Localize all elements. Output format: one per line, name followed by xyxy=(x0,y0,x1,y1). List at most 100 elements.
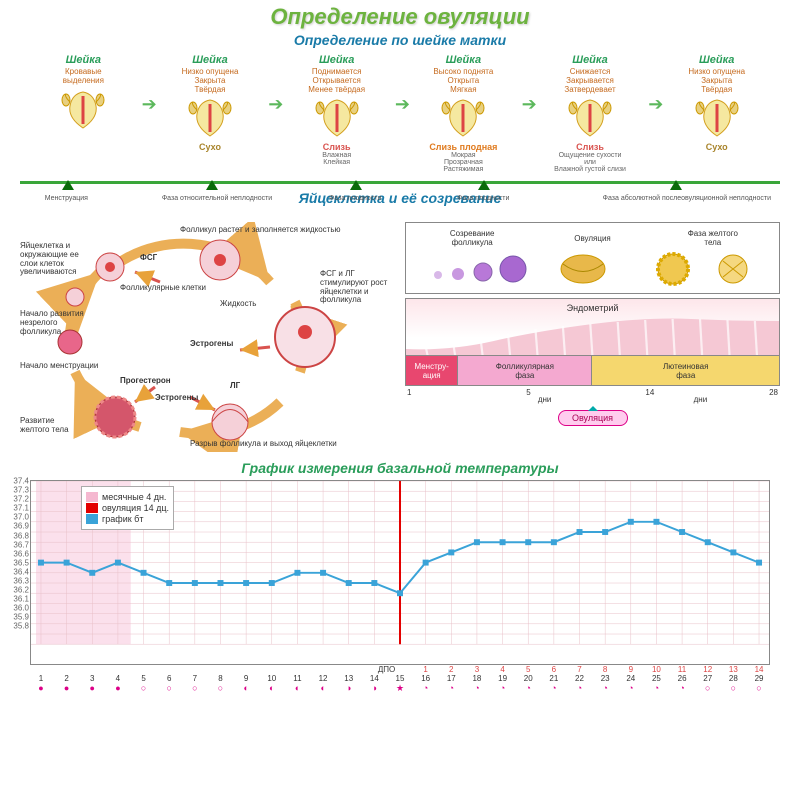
lbl-folcells: Фолликулярные клетки xyxy=(120,284,206,293)
y-tick: 37.2 xyxy=(13,495,29,504)
lbl-estr: Эстрогены xyxy=(190,340,233,349)
phase-label: Фаза плодности xyxy=(457,195,509,202)
phase-marker xyxy=(670,180,682,190)
x-tick: 6○ xyxy=(166,666,171,694)
chart-title: График измерения базальной температуры xyxy=(30,460,770,476)
phase-block: Фолликулярнаяфаза xyxy=(458,356,592,385)
x-tick: 318◔ xyxy=(472,666,481,694)
y-tick-labels: 35.835.936.036.136.236.336.436.536.636.7… xyxy=(3,481,29,644)
x-tick: 217◔ xyxy=(447,666,456,694)
cervix-col-label: Шейка xyxy=(20,54,147,66)
x-tick: 1126◔ xyxy=(678,666,687,694)
lbl-fsh: ФСГ xyxy=(140,254,157,263)
cervix-desc: Высоко поднятаОткрытаМягкая xyxy=(400,68,527,94)
x-tick: 116◔ xyxy=(421,666,430,694)
y-tick: 36.0 xyxy=(13,604,29,613)
lbl-rupture: Разрыв фолликула и выход яйцеклетки xyxy=(190,440,337,449)
mucus-label: Слизь xyxy=(273,142,400,152)
x-tick: 10◐ xyxy=(267,666,276,694)
legend-item: месячные 4 дн. xyxy=(86,492,169,502)
x-tick: 9◐ xyxy=(243,666,248,694)
bbt-chart-section: График измерения базальной температуры t… xyxy=(0,460,800,665)
x-tick: 4● xyxy=(115,666,120,694)
x-tick: 520◔ xyxy=(524,666,533,694)
cervix-desc: ПоднимаетсяОткрываетсяМенее твёрдая xyxy=(273,68,400,94)
y-tick: 36.8 xyxy=(13,531,29,540)
x-tick: 8○ xyxy=(218,666,223,694)
cervix-desc: Низко опущенаЗакрытаТвёрдая xyxy=(147,68,274,94)
phase-label: Фаза абсолютной послеовуляционной неплод… xyxy=(603,195,771,202)
phase-label: Фаза плодности xyxy=(329,195,381,202)
cervix-desc: СнижаетсяЗакрываетсяЗатвердевает xyxy=(527,68,654,94)
y-tick: 35.9 xyxy=(13,613,29,622)
phase-marker xyxy=(350,180,362,190)
y-tick: 36.7 xyxy=(13,540,29,549)
y-tick: 37.1 xyxy=(13,504,29,513)
cervix-stage: Шейка Низко опущенаЗакрытаТвёрдая Сухо xyxy=(653,54,780,184)
bbt-chart: t ° 35.835.936.036.136.236.336.436.536.6… xyxy=(30,480,770,665)
y-tick: 36.1 xyxy=(13,595,29,604)
y-tick: 37.0 xyxy=(13,513,29,522)
phase-block: Менстру-ация xyxy=(406,356,458,385)
cervix-col-label: Шейка xyxy=(147,54,274,66)
cycle-phases-panel: СозреваниефолликулаОвуляцияФаза желтогот… xyxy=(405,222,780,452)
y-tick: 36.4 xyxy=(13,567,29,576)
x-tick: 621◔ xyxy=(549,666,558,694)
x-tick-labels: 1●2●3●4●5○6○7○8○9◐10◐11◐12◐13◑14◑15★116◔… xyxy=(31,666,769,696)
cervix-col-label: Шейка xyxy=(273,54,400,66)
cervix-stage: Шейка ПоднимаетсяОткрываетсяМенее твёрда… xyxy=(273,54,400,184)
cervix-desc: Кровавыевыделения xyxy=(20,68,147,86)
x-tick: 1227○ xyxy=(703,666,712,694)
mucus-sub: МокраяПрозрачнаяРастяжимая xyxy=(400,152,527,173)
cervix-stage: Шейка Кровавыевыделения ➔ xyxy=(20,54,147,184)
endometrium-label: Эндометрий xyxy=(406,303,779,313)
x-tick: 12◐ xyxy=(319,666,328,694)
endometrium-box: Эндометрий xyxy=(405,298,780,356)
y-tick: 36.2 xyxy=(13,586,29,595)
phase-label: Менструация xyxy=(45,195,88,202)
x-tick: 722◔ xyxy=(575,666,584,694)
lbl-fluid: Жидкость xyxy=(220,300,256,309)
legend-item: график бт xyxy=(86,514,169,524)
y-tick: 35.8 xyxy=(13,622,29,631)
lbl-prog: Прогестерон xyxy=(120,377,171,386)
x-tick: 3● xyxy=(90,666,95,694)
mucus-label: Сухо xyxy=(653,142,780,152)
follicle-header: Фаза желтоготела xyxy=(653,229,773,247)
phase-marker xyxy=(62,180,74,190)
y-tick: 36.6 xyxy=(13,549,29,558)
lbl-folstart: Начало развития незрелого фолликула xyxy=(20,310,90,336)
ovulation-badge: Овуляция xyxy=(558,410,628,426)
x-tick: 419◔ xyxy=(498,666,507,694)
cervix-stage: Шейка Высоко поднятаОткрытаМягкая Слизь … xyxy=(400,54,527,184)
mucus-label: Сухо xyxy=(147,142,274,152)
mucus-sub: ВлажнаяКлейкая xyxy=(273,152,400,166)
x-tick: 15★ xyxy=(396,666,405,694)
lbl-stim: ФСГ и ЛГ стимулируют рост яйцеклетки и ф… xyxy=(320,270,390,305)
egg-cycle-diagram: Яйцеклетка и окружающие ее слои клеток у… xyxy=(20,222,395,452)
cervix-desc: Низко опущенаЗакрытаТвёрдая xyxy=(653,68,780,94)
phase-label: Фаза относительной неплодности xyxy=(162,195,272,202)
cervix-col-label: Шейка xyxy=(527,54,654,66)
x-tick: 1025◔ xyxy=(652,666,661,694)
dpo-label: ДПО xyxy=(378,665,395,674)
x-tick: 1429○ xyxy=(755,666,764,694)
day-mark: 1 xyxy=(407,388,411,397)
lbl-oocyte: Яйцеклетка и окружающие ее слои клеток у… xyxy=(20,242,90,277)
x-tick: 1328○ xyxy=(729,666,738,694)
x-tick: 1● xyxy=(38,666,43,694)
x-tick: 11◐ xyxy=(293,666,301,694)
y-tick: 37.3 xyxy=(13,486,29,495)
phase-bar xyxy=(20,181,780,184)
lbl-mens: Начало менструации xyxy=(20,362,98,371)
x-tick: 7○ xyxy=(192,666,197,694)
lbl-estr2: Эстрогены xyxy=(155,394,198,403)
phase-block: Лютеиноваяфаза xyxy=(592,356,779,385)
x-tick: 2● xyxy=(64,666,69,694)
follicle-icon-row xyxy=(412,251,773,287)
x-tick: 5○ xyxy=(141,666,146,694)
phase-marker xyxy=(206,180,218,190)
day-mark: 28 xyxy=(769,388,778,397)
follicle-stages-box: СозреваниефолликулаОвуляцияФаза желтогот… xyxy=(405,222,780,294)
cervix-stage: Шейка СнижаетсяЗакрываетсяЗатвердевает С… xyxy=(527,54,654,184)
